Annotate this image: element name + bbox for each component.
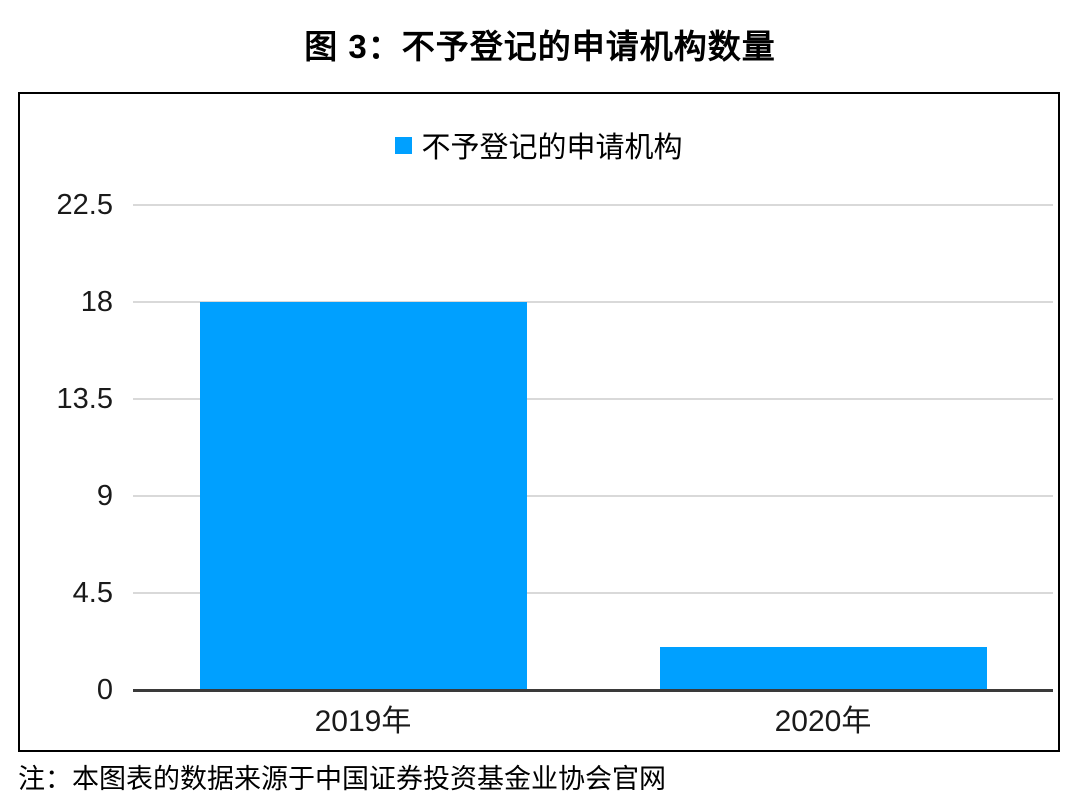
y-tick-label: 9: [96, 480, 113, 512]
bar: [200, 302, 527, 690]
legend-marker-icon: [395, 136, 413, 154]
source-note: 注：本图表的数据来源于中国证券投资基金业协会官网: [18, 764, 666, 794]
gridline: [133, 398, 1053, 400]
gridline: [133, 592, 1053, 594]
x-tick-label: 2020年: [774, 705, 872, 738]
chart-title: 图 3：不予登记的申请机构数量: [304, 28, 776, 65]
chart-plot-box: 不予登记的申请机构 0 4.5 9 13.5 18 22.5 2019年 2020年: [18, 92, 1060, 752]
gridline: [133, 301, 1053, 303]
bar: [660, 647, 987, 690]
y-tick-label: 4.5: [72, 577, 113, 609]
x-tick-label: 2019年: [314, 705, 412, 738]
legend: 不予登记的申请机构: [20, 124, 1058, 166]
y-tick-label: 13.5: [56, 383, 113, 415]
y-tick-label: 0: [96, 674, 113, 706]
y-tick-label: 18: [80, 286, 113, 318]
legend-label: 不予登记的申请机构: [421, 132, 683, 164]
x-axis-line: [133, 689, 1053, 692]
gridline: [133, 495, 1053, 497]
y-tick-label: 22.5: [56, 189, 113, 221]
gridline: [133, 204, 1053, 206]
